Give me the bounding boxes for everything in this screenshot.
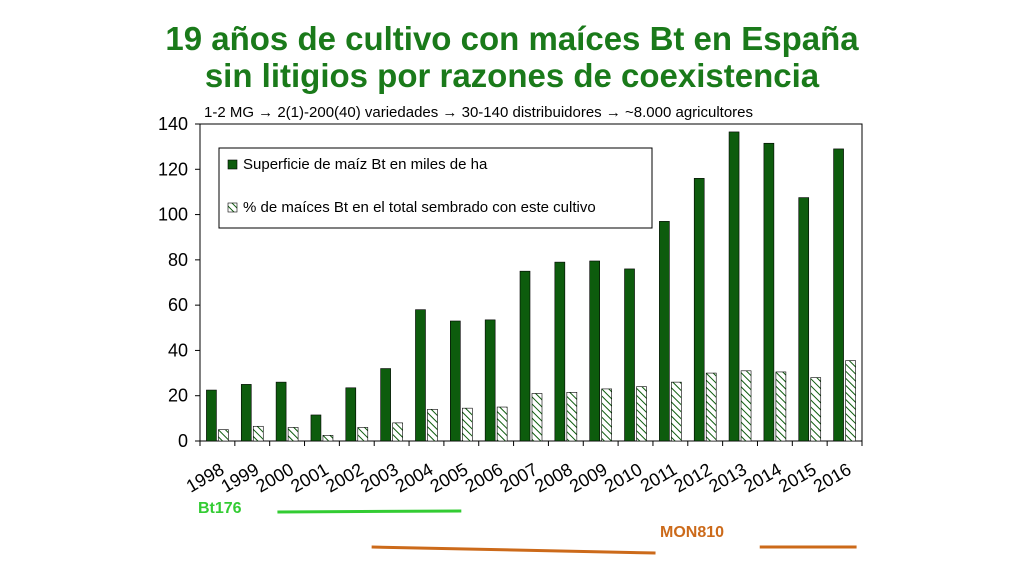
bt176-period-line [277, 509, 462, 514]
y-tick-label: 140 [158, 114, 188, 134]
bar-surface-2000 [275, 381, 287, 442]
plot-area-frame [199, 123, 863, 442]
legend-label-surface: Superficie de maíz Bt en miles de ha [243, 156, 488, 173]
x-axis-labels: 1998199920002001200220032004200520062007… [183, 459, 855, 496]
bar-surface-2003 [380, 368, 391, 442]
bar-surface-2009 [589, 260, 600, 442]
chart-subtitle: 1-2 MG → 2(1)-200(40) variedades → 30-14… [204, 104, 754, 121]
mon810-label: MON810 [660, 524, 725, 541]
bar-surface-2002 [345, 387, 357, 442]
bar-surface-2006 [484, 319, 496, 442]
bar-percent-2010 [636, 386, 647, 442]
bar-percent-1999 [252, 425, 264, 442]
bar-surface-2013 [728, 131, 740, 442]
legend-label-percent: % de maíces Bt en el total sembrado con … [243, 199, 596, 216]
bar-percent-2001 [322, 435, 334, 442]
bar-percent-2009 [601, 388, 612, 442]
y-tick-label: 0 [178, 431, 188, 451]
bar-percent-2007 [531, 393, 543, 442]
bar-percent-2003 [392, 422, 403, 442]
bar-surface-2007 [519, 270, 531, 442]
bar-surface-2011 [659, 221, 670, 442]
bar-percent-2008 [566, 392, 578, 442]
bar-percent-2011 [671, 381, 682, 442]
bar-percent-2016 [845, 360, 856, 442]
bar-surface-2012 [693, 178, 705, 442]
bar-percent-2004 [427, 408, 438, 442]
legend-swatch-hatched [227, 202, 238, 213]
bar-percent-1998 [218, 429, 229, 442]
bar-surface-2014 [763, 142, 775, 442]
bar-surface-2005 [450, 320, 461, 442]
y-tick-label: 120 [158, 159, 188, 179]
chart-legend: Superficie de maíz Bt en miles de ha % d… [218, 147, 653, 229]
bar-surface-2001 [310, 414, 322, 442]
x-tick-label-2016: 2016 [810, 459, 855, 496]
chart-title-line-2: sin litigios por razones de coexistencia [204, 57, 820, 94]
y-tick-label: 40 [168, 340, 188, 360]
chart-title-line-1: 19 años de cultivo con maíces Bt en Espa… [165, 20, 859, 57]
bar-percent-2015 [810, 377, 822, 442]
bar-percent-2012 [705, 372, 717, 442]
bar-surface-1998 [206, 389, 217, 442]
bar-surface-1999 [240, 384, 252, 442]
bt176-label: Bt176 [198, 500, 242, 517]
bar-surface-2016 [833, 148, 844, 442]
bar-percent-2014 [775, 371, 787, 442]
bar-percent-2013 [740, 370, 752, 442]
bar-percent-2002 [357, 427, 369, 442]
y-tick-label: 60 [168, 295, 188, 315]
chart-axes: 0 20 40 60 80 100 120 140 [158, 114, 863, 451]
y-tick-label: 80 [168, 250, 188, 270]
chart-bars [206, 131, 856, 442]
y-tick-label: 100 [158, 205, 188, 225]
y-tick-label: 20 [168, 386, 188, 406]
legend-swatch-solid [227, 159, 238, 170]
bar-percent-2006 [496, 406, 508, 442]
bar-percent-2000 [287, 427, 299, 442]
bar-surface-2004 [415, 309, 426, 442]
variety-timelines [277, 509, 857, 555]
mon810-period-line-1 [371, 545, 656, 555]
bar-surface-2015 [798, 197, 810, 442]
legend-box [218, 147, 653, 229]
bar-surface-2008 [554, 261, 566, 442]
bar-surface-2010 [624, 268, 635, 442]
bar-percent-2005 [462, 407, 473, 442]
chart-title: 19 años de cultivo con maíces Bt en Espa… [0, 20, 1024, 94]
